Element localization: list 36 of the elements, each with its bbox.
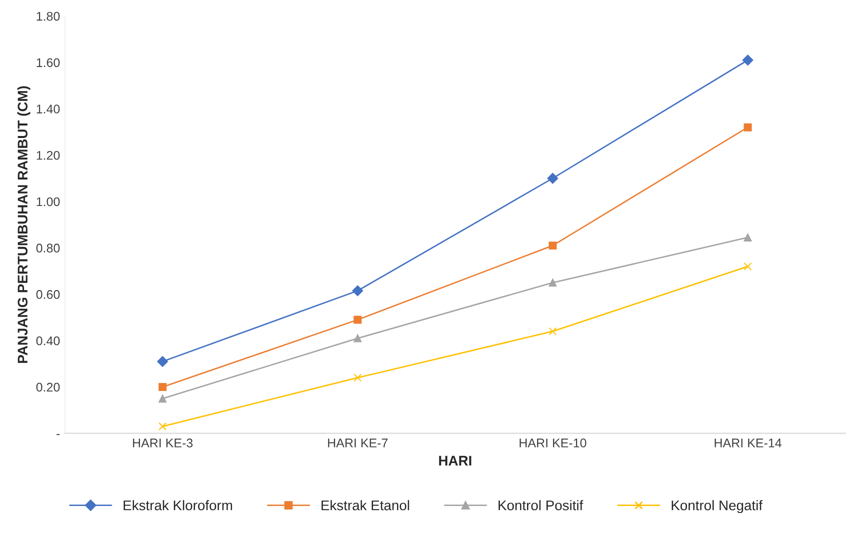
point [742, 54, 754, 66]
x-axis-title: HARI [439, 456, 472, 466]
y-tick-label: 0.20 [36, 382, 60, 392]
x-tick-label: HARI KE-3 [133, 438, 193, 448]
legend-label: Ekstrak Kloroform [124, 500, 232, 510]
legend-label: Kontrol Positif [498, 500, 584, 510]
point [744, 233, 752, 242]
legend-label: Kontrol Negatif [672, 500, 763, 514]
point [158, 382, 167, 391]
point [744, 262, 752, 270]
legend-label: Ekstrak Etanol [322, 500, 410, 510]
y-tick-label: 0.40 [36, 336, 60, 346]
y-tick-label: 1.80 [36, 12, 60, 21]
point [548, 278, 557, 287]
point [744, 123, 752, 132]
point [158, 394, 167, 403]
point [354, 374, 362, 382]
x-tick-label: HARI KE-7 [328, 438, 388, 448]
y-tick-label: 1.40 [36, 104, 60, 114]
point [547, 172, 558, 184]
y-tick-label: 1.60 [36, 58, 60, 68]
point [158, 422, 167, 430]
y-tick-label: 0.60 [36, 290, 60, 299]
x-tick-label: HARI KE-14 [714, 438, 782, 448]
y-tick-label: 0.80 [36, 244, 60, 253]
point [352, 285, 364, 296]
point [354, 316, 362, 324]
y-tick-label: 1.00 [36, 197, 60, 206]
point [354, 334, 362, 342]
y-tick-label: - [56, 434, 60, 436]
point [157, 356, 168, 367]
point [548, 242, 557, 250]
point [548, 327, 557, 336]
y-tick-label: 1.20 [36, 150, 60, 160]
y-axis-title: PANJANG PERTUMBUHAN RAMBUT (CM) [17, 86, 30, 363]
x-tick-label: HARI KE-10 [520, 438, 586, 448]
